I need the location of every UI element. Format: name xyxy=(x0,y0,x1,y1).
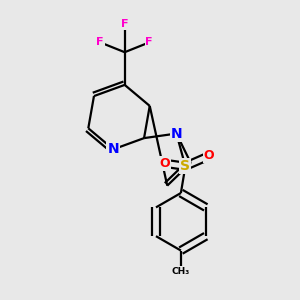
Text: O: O xyxy=(159,157,170,170)
Text: F: F xyxy=(146,38,153,47)
Text: O: O xyxy=(204,149,214,162)
Text: N: N xyxy=(171,127,182,141)
Text: S: S xyxy=(180,159,190,173)
Text: F: F xyxy=(96,38,104,47)
Text: N: N xyxy=(107,142,119,156)
Text: F: F xyxy=(121,20,128,29)
Text: CH₃: CH₃ xyxy=(172,267,190,276)
